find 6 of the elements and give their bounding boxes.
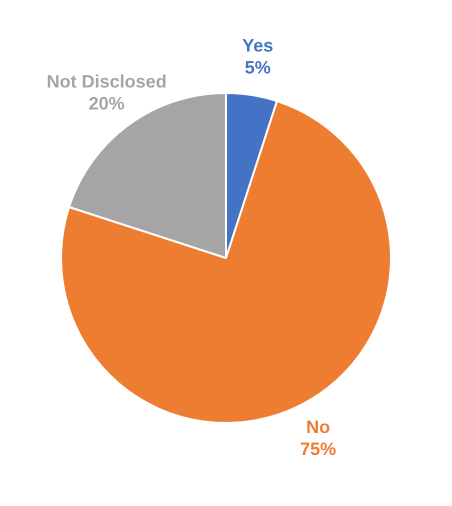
slice-label: Yes [242, 35, 274, 56]
slice-label: Not Disclosed [46, 72, 167, 92]
data-label: 75% [300, 438, 336, 459]
slice-label: No [306, 416, 330, 437]
data-label: 5% [244, 57, 271, 78]
data-label: 20% [88, 94, 125, 114]
